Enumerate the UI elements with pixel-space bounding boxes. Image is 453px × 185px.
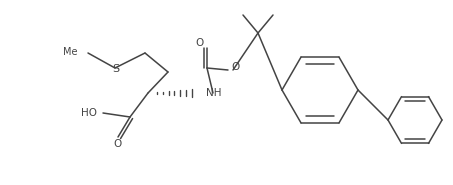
Text: Me: Me xyxy=(63,47,78,57)
Text: NH: NH xyxy=(206,88,222,98)
Text: O: O xyxy=(114,139,122,149)
Text: O: O xyxy=(195,38,203,48)
Text: S: S xyxy=(112,64,120,74)
Text: HO: HO xyxy=(81,108,97,118)
Text: O: O xyxy=(231,62,239,72)
